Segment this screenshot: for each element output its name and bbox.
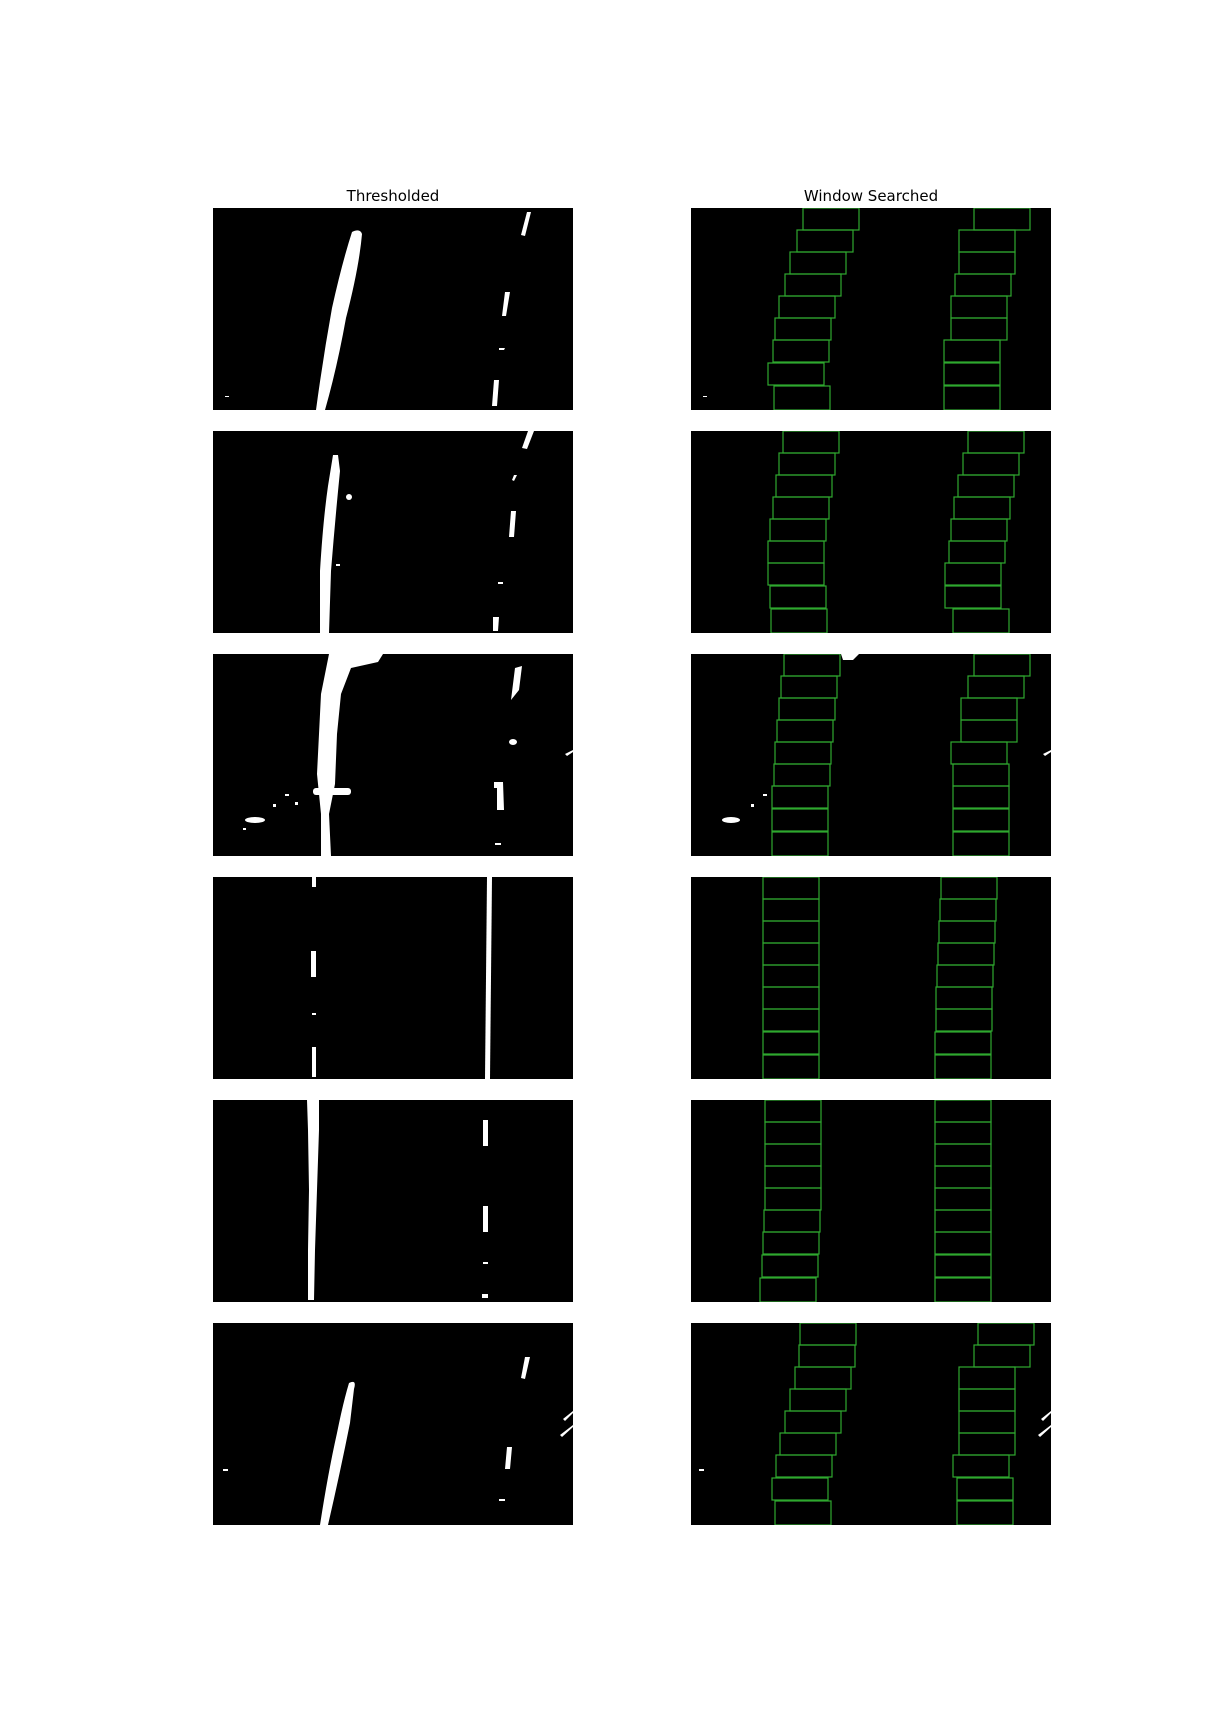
window-searched-panel-3 — [691, 654, 1051, 856]
thresholded-image-3 — [243, 654, 573, 856]
lane-pixels — [703, 396, 707, 397]
thresholded-image-6 — [223, 1357, 573, 1525]
window-searched-image-1 — [703, 208, 1031, 410]
search-windows — [767, 431, 1025, 633]
window-searched-image-5 — [759, 1100, 992, 1302]
thresholded-image-5 — [307, 1100, 488, 1300]
thresholded-title: Thresholded — [346, 187, 440, 205]
lane-pixels — [722, 654, 1051, 823]
window-searched-image-4 — [762, 877, 998, 1079]
thresholded-panel-6 — [213, 1323, 573, 1525]
window-searched-image-2 — [767, 431, 1025, 633]
search-windows — [762, 877, 998, 1079]
thresholded-image-2 — [320, 431, 534, 633]
lane-pixels — [307, 1100, 488, 1300]
search-windows — [759, 1100, 992, 1302]
window-searched-title: Window Searched — [803, 187, 939, 205]
thresholded-panel-1 — [213, 208, 573, 410]
window-searched-image-3 — [722, 654, 1051, 856]
thresholded-image-1 — [225, 212, 531, 410]
thresholded-image-4 — [311, 877, 492, 1079]
window-searched-panel-4 — [691, 877, 1051, 1079]
window-searched-panel-5 — [691, 1100, 1051, 1302]
search-windows — [771, 654, 1031, 856]
window-searched-panel-1 — [691, 208, 1051, 410]
window-searched-panel-6 — [691, 1323, 1051, 1525]
thresholded-panel-4 — [213, 877, 573, 1079]
lane-pixels — [699, 1411, 1051, 1471]
search-windows — [767, 208, 1031, 410]
window-searched-image-6 — [699, 1323, 1051, 1525]
lane-pixels — [223, 1357, 573, 1525]
thresholded-panel-5 — [213, 1100, 573, 1302]
thresholded-panel-2 — [213, 431, 573, 633]
lane-pixels — [320, 431, 534, 633]
search-windows — [771, 1323, 1035, 1525]
lane-pixels — [225, 212, 531, 410]
window-searched-panel-2 — [691, 431, 1051, 633]
lane-pixels — [243, 654, 573, 856]
lane-pixels — [311, 877, 492, 1079]
thresholded-panel-3 — [213, 654, 573, 856]
